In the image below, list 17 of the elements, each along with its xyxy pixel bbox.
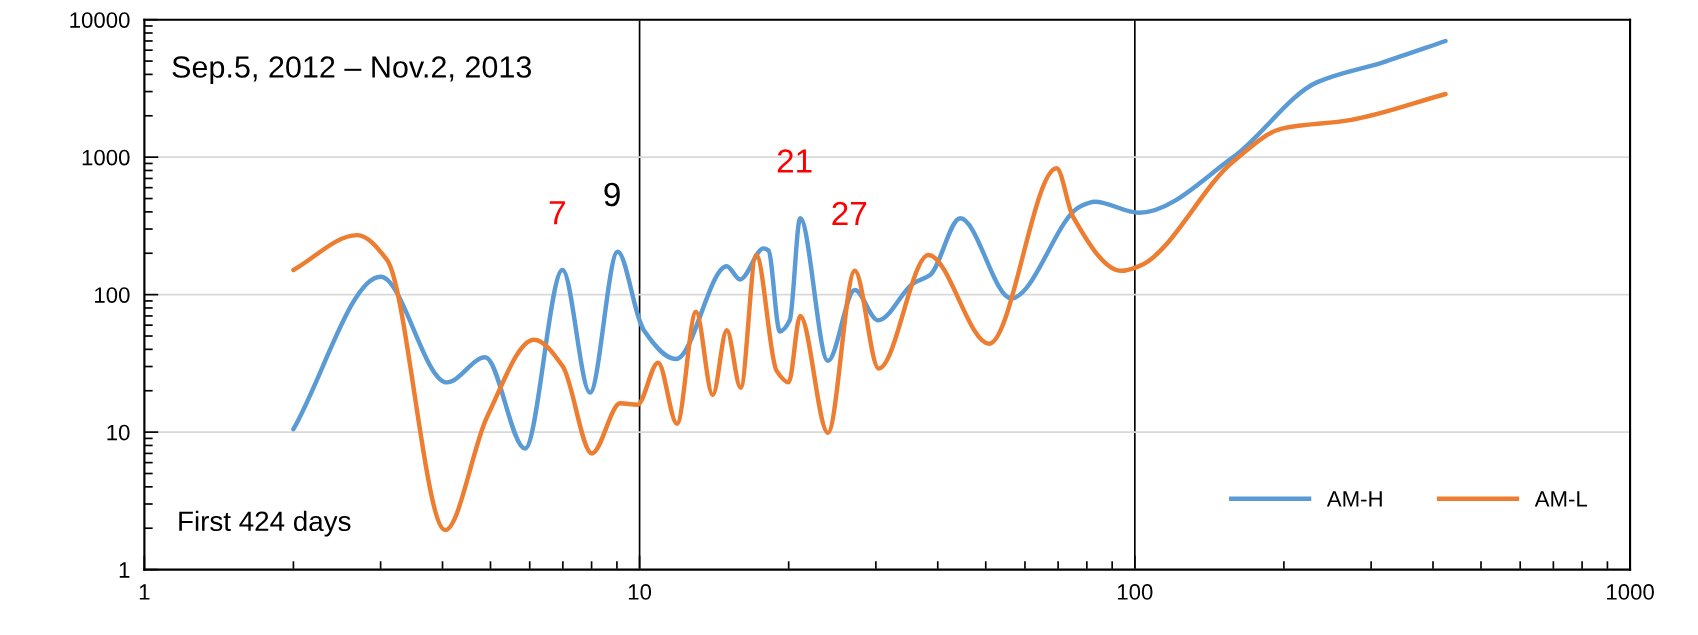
- annotation: Sep.5, 2012 – Nov.2, 2013: [172, 56, 532, 84]
- annotation: 21: [777, 149, 812, 173]
- y-tick-label: 1: [119, 562, 130, 578]
- annotation: First 424 days: [179, 510, 351, 537]
- y-tick-label: 100: [95, 287, 130, 303]
- annotation: 27: [832, 201, 867, 226]
- y-tick-label: 10: [107, 424, 130, 441]
- y-tick-label: 10000: [70, 12, 130, 28]
- legend-label: AM-L: [1534, 491, 1588, 507]
- x-tick-label: 1000: [1607, 584, 1654, 600]
- x-tick-label: 100: [1117, 584, 1153, 600]
- y-tick-label: 1000: [82, 149, 130, 166]
- x-tick-label: 10: [628, 584, 652, 600]
- x-tick-label: 1: [139, 584, 150, 600]
- annotation: 7: [549, 201, 565, 225]
- annotation: 9: [604, 182, 620, 207]
- legend-label: AM-H: [1326, 491, 1382, 507]
